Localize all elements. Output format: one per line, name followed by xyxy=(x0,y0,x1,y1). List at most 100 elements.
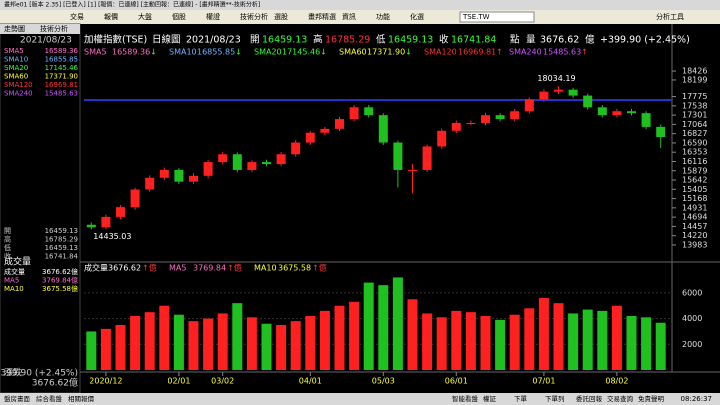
task-button[interactable]: 權証 xyxy=(483,394,497,403)
candle-body xyxy=(116,207,125,217)
candle-body xyxy=(378,115,388,143)
candle-body xyxy=(189,175,198,182)
menu-item[interactable]: 功能 xyxy=(376,12,390,21)
ma-header-name: SMA5 xyxy=(84,48,107,57)
ma-header-value: 17145.46 xyxy=(282,48,320,57)
volume-bar xyxy=(378,285,389,370)
vol-name: MA5 xyxy=(4,277,19,285)
y2-tick-label: 2000 xyxy=(682,340,702,349)
menu-item[interactable]: 技術分析 xyxy=(240,12,268,21)
task-tab[interactable]: 相關報價 xyxy=(68,394,95,403)
task-button[interactable]: 下單 xyxy=(514,395,528,403)
ma-value: 16969.81 xyxy=(45,81,78,89)
x-tick-label: 02/01 xyxy=(167,377,190,386)
ma-name: SMA10 xyxy=(4,56,28,64)
y-tick-label: 14457 xyxy=(682,222,707,231)
volume-bar xyxy=(436,317,447,370)
header-value: 16459.13 xyxy=(262,35,307,46)
task-tab[interactable]: 盤房畫面 xyxy=(4,394,31,403)
ma-name: SMA60 xyxy=(4,73,28,81)
volume-bar xyxy=(407,299,418,370)
ohlc-value: 16741.84 xyxy=(45,253,79,261)
candle-body xyxy=(422,146,432,170)
menu-item[interactable]: 選股 xyxy=(274,12,288,21)
ma-header-arrow: ↓ xyxy=(320,48,327,57)
panel-tab[interactable]: 走勢圖 xyxy=(4,24,25,33)
volume-bar xyxy=(100,328,111,370)
tool-menu[interactable]: 分析工具 xyxy=(656,12,684,21)
menu-item[interactable]: 化選 xyxy=(410,12,424,21)
candle-body xyxy=(481,115,490,123)
candle-body xyxy=(291,142,301,155)
ma-value: 16589.36 xyxy=(45,47,79,55)
symbol-box[interactable] xyxy=(459,11,535,23)
volume-bar xyxy=(290,321,301,370)
header-label: 低 xyxy=(376,34,386,46)
y-tick-label: 17301 xyxy=(682,111,707,120)
vol-header-name: 成交量 xyxy=(84,263,108,273)
menu-item[interactable]: 大盤 xyxy=(138,12,152,21)
vol-header-name: MA5 xyxy=(169,264,186,273)
y-tick-label: 17538 xyxy=(682,101,707,110)
volume-bar xyxy=(611,305,622,370)
ma-value: 17145.46 xyxy=(45,64,79,72)
header-name: 加權指數(TSE) xyxy=(84,34,147,46)
task-button[interactable]: 委託回報 xyxy=(576,394,603,403)
candle-body xyxy=(305,132,315,143)
task-button[interactable]: 智能看盤 xyxy=(452,394,479,403)
menu-item[interactable]: 報價 xyxy=(104,12,118,21)
ma-header-arrow: ↑ xyxy=(496,48,503,57)
candle-body xyxy=(276,154,286,165)
task-tab[interactable]: 綜合看盤 xyxy=(36,394,63,403)
volume-bar xyxy=(363,282,374,370)
y2-tick-label: 6000 xyxy=(682,288,702,297)
candle-body xyxy=(524,99,534,112)
menu-item[interactable]: 資訊 xyxy=(342,12,356,21)
candle-body xyxy=(466,122,476,124)
task-button[interactable]: 交易查詢 xyxy=(607,394,634,403)
volume-bar xyxy=(276,325,287,370)
candle-body xyxy=(320,128,330,133)
candle-body xyxy=(86,224,96,228)
x-tick-label: 04/01 xyxy=(299,377,322,386)
candle-body xyxy=(597,107,607,116)
header-label: 開 xyxy=(250,35,260,46)
candle-body xyxy=(145,177,155,190)
volume-bar xyxy=(349,301,360,370)
volume-bar xyxy=(509,314,520,370)
ma-header-value: 16969.81 xyxy=(458,48,496,57)
volume-bar xyxy=(626,316,637,370)
vol-header-value: 3676.62 xyxy=(108,264,141,273)
menu-item[interactable]: 畫邦精選 xyxy=(308,12,336,21)
x-tick-label: 2020/12 xyxy=(89,377,122,386)
header-value: 16741.84 xyxy=(451,35,496,46)
candle-body xyxy=(568,89,578,96)
menu-item[interactable]: 權證 xyxy=(206,12,220,21)
ma-header-value: 16855.85 xyxy=(197,48,235,57)
menu-item[interactable]: 個股 xyxy=(172,12,186,21)
volume-bar xyxy=(538,298,549,370)
volume-bar xyxy=(261,323,272,370)
ohlc-value: 16459.13 xyxy=(45,244,78,252)
symbol[interactable]: TSE.TW xyxy=(462,13,490,21)
y-tick-label: 18199 xyxy=(682,75,707,84)
candle-body xyxy=(627,111,636,114)
vol-header-value: 3769.84 xyxy=(193,264,226,273)
y-tick-label: 18426 xyxy=(682,67,707,76)
annotation: 18034.19 xyxy=(537,74,575,83)
vol-name: 成交量 xyxy=(4,267,25,276)
task-button[interactable]: 下單列 xyxy=(545,394,565,403)
menu-item[interactable]: 交易 xyxy=(70,12,84,21)
y-tick-label: 13983 xyxy=(682,240,707,249)
volume-bar xyxy=(217,313,228,370)
candle-body xyxy=(174,169,184,182)
ohlc-name: 開 xyxy=(4,227,11,235)
task-button[interactable]: 免責聲明 xyxy=(638,394,665,403)
volume-bar xyxy=(568,313,579,370)
panel-tab[interactable]: 技術分析 xyxy=(40,24,68,33)
ma-value: 16855.85 xyxy=(45,56,78,64)
y-tick-label: 15168 xyxy=(682,194,707,203)
header-value: 16785.29 xyxy=(325,35,370,46)
x-tick-label: 07/01 xyxy=(532,377,555,386)
